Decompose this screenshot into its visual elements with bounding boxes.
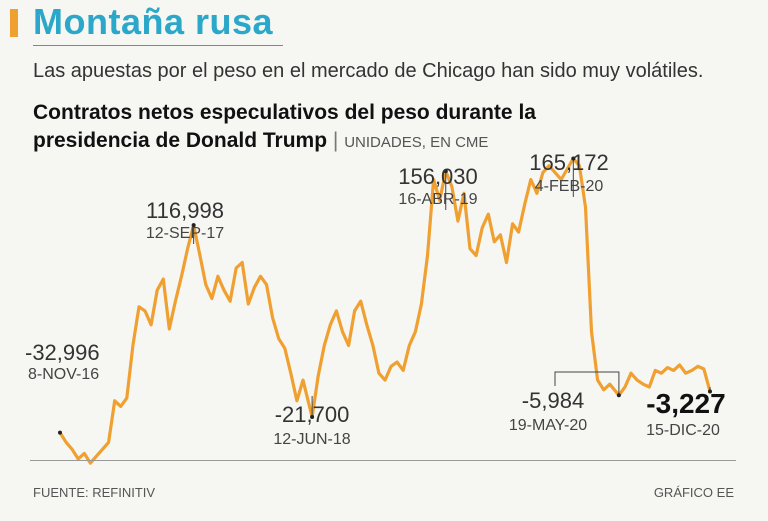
point-marker-jun18 — [310, 415, 315, 420]
chart-title: Contratos netos especulativos del peso d… — [33, 99, 673, 157]
value-label-sep17: 116,998 — [146, 198, 224, 223]
chart-title-line1: Contratos netos especulativos del peso d… — [33, 101, 536, 124]
point-marker-sep17 — [191, 223, 196, 228]
date-label-feb20: 4-FEB-20 — [535, 178, 604, 195]
chart-title-line2: presidencia de Donald Trump — [33, 129, 328, 152]
value-label-dec20: -3,227 — [646, 388, 725, 419]
value-label-feb20: 165,172 — [529, 150, 609, 175]
leader-line-may20 — [554, 371, 620, 396]
date-label-apr19: 16-ABR-19 — [398, 191, 477, 208]
point-marker-apr19 — [443, 169, 448, 174]
date-label-may20: 19-MAY-20 — [509, 417, 587, 434]
title-underline — [33, 45, 283, 46]
source-note: FUENTE: REFINITIV — [33, 485, 156, 500]
page-title: Montaña rusa — [33, 1, 274, 42]
point-marker-nov16 — [58, 430, 62, 435]
value-label-nov16: -32,996 — [25, 340, 100, 365]
point-marker-dec20 — [708, 389, 712, 394]
chart-units: UNIDADES, EN CME — [344, 134, 489, 151]
point-marker-feb20 — [571, 156, 576, 161]
page-subtitle: Las apuestas por el peso en el mercado d… — [33, 60, 704, 82]
title-separator: | — [332, 129, 339, 152]
footer-divider — [30, 460, 736, 461]
graphic-credit: GRÁFICO EE — [653, 485, 734, 500]
date-label-dec20: 15-DIC-20 — [646, 422, 720, 439]
point-marker-may20 — [616, 393, 621, 398]
accent-bar — [10, 9, 18, 37]
value-label-jun18: -21,700 — [275, 402, 350, 427]
date-label-nov16: 8-NOV-16 — [28, 366, 99, 383]
date-label-sep17: 12-SEP-17 — [146, 225, 224, 242]
date-label-jun18: 12-JUN-18 — [273, 431, 350, 448]
value-label-apr19: 156,030 — [398, 164, 478, 189]
series-line — [58, 156, 712, 465]
value-label-may20: -5,984 — [522, 388, 584, 413]
